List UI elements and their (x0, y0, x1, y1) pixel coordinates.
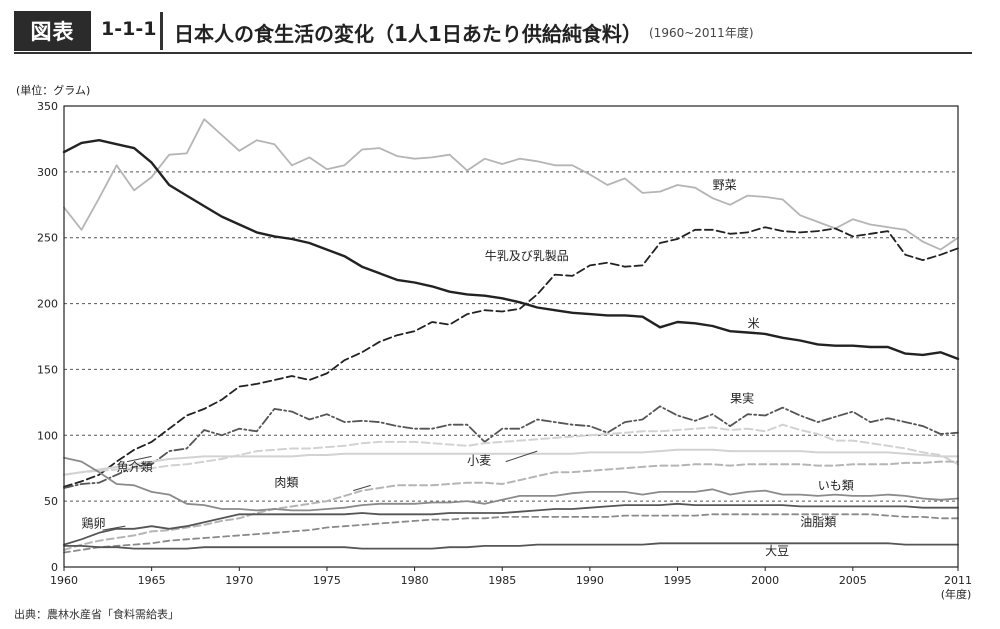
y-tick-label: 200 (37, 298, 58, 311)
series-line (63, 448, 959, 476)
series-line (63, 460, 959, 551)
series-label: 米 (748, 316, 760, 330)
y-tick-label: 150 (37, 363, 58, 376)
series-line (63, 542, 959, 550)
series-line (63, 502, 959, 546)
y-tick-label: 300 (37, 166, 58, 179)
x-tick-label: 1975 (313, 574, 341, 587)
x-tick-label: 2000 (751, 574, 779, 587)
series-line (63, 226, 959, 488)
series-line (63, 118, 959, 251)
y-tick-label: 100 (37, 429, 58, 442)
x-tick-label: 1965 (138, 574, 166, 587)
series-line (63, 513, 959, 554)
header-rule (14, 52, 972, 54)
series-label: 魚介類 (117, 460, 153, 474)
plot-frame (63, 105, 959, 568)
series-label: いも類 (818, 478, 854, 492)
y-tick-label: 350 (37, 100, 58, 113)
figure-badge: 図表 (14, 11, 91, 51)
figure-subtitle: (1960~2011年度) (649, 26, 754, 40)
series-line (63, 405, 959, 489)
y-axis-label: (単位：グラム) (16, 83, 90, 97)
series-line (62, 138, 960, 361)
x-tick-label: 1980 (401, 574, 429, 587)
series-label: 果実 (730, 390, 754, 405)
x-tick-label: 1995 (664, 574, 692, 587)
series-line (63, 456, 959, 512)
figure-header: 図表 1-1-1 日本人の食生活の変化（1人1日あたり供給純食料） (1960~… (0, 0, 1000, 60)
x-tick-label: 1990 (576, 574, 604, 587)
x-tick-label: 1985 (488, 574, 516, 587)
label-leader (102, 525, 126, 531)
title-divider (160, 12, 163, 50)
figure-title: 日本人の食生活の変化（1人1日あたり供給純食料） (174, 22, 642, 46)
series-label: 鶏卵 (82, 516, 106, 530)
y-tick-label: 250 (37, 232, 58, 245)
y-tick-label: 0 (51, 561, 58, 574)
figure-number: 1-1-1 (101, 18, 157, 40)
y-tick-label: 50 (44, 495, 58, 508)
label-leader (353, 484, 371, 492)
x-tick-label: 1960 (50, 574, 78, 587)
series-label: 牛乳及び乳製品 (485, 248, 569, 263)
x-tick-label: 2011 (944, 574, 972, 587)
series-lines (62, 118, 960, 554)
axes: 0 50 100 150 200 250 300 350 1960 1965 1970 1975 198… (16, 83, 972, 601)
label-leader (127, 455, 152, 463)
gridlines (64, 171, 958, 502)
series-label: 大豆 (765, 544, 789, 558)
series-line (63, 423, 959, 476)
x-tick-label: 2005 (839, 574, 867, 587)
label-leader (505, 450, 538, 463)
series-label: 油脂類 (800, 514, 836, 529)
x-axis-unit: (年度) (941, 587, 972, 601)
series-label: 肉類 (274, 476, 298, 490)
source-note: 出典：農林水産省「食料需給表」 (14, 608, 179, 621)
series-label: 小麦 (467, 453, 491, 467)
x-tick-label: 1970 (225, 574, 253, 587)
series-label: 野菜 (713, 178, 737, 192)
